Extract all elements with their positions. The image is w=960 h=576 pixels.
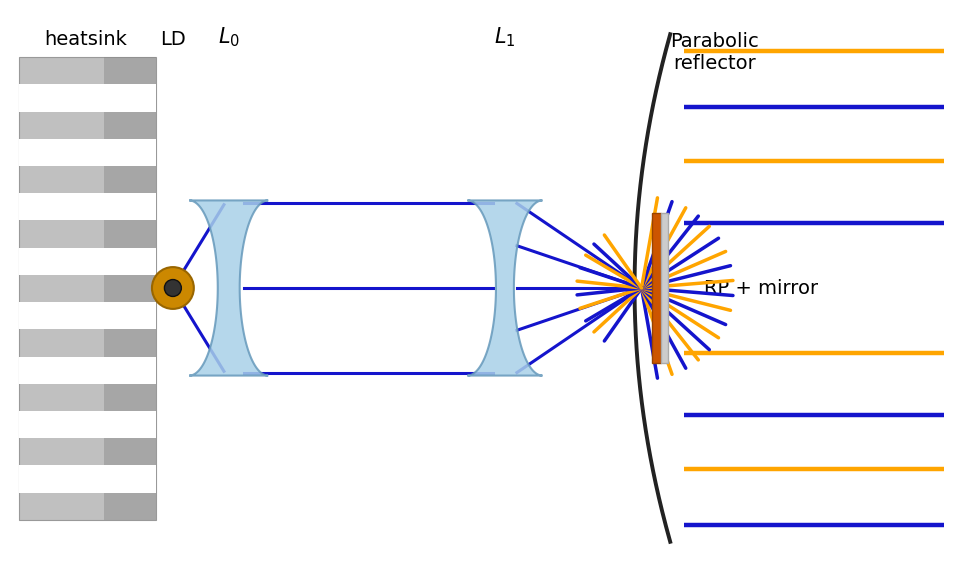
Circle shape	[152, 267, 194, 309]
Bar	[19, 57, 156, 520]
Circle shape	[164, 279, 181, 297]
Bar	[19, 411, 156, 438]
Bar	[652, 213, 661, 363]
Polygon shape	[468, 200, 542, 376]
Text: Parabolic
reflector: Parabolic reflector	[670, 32, 758, 73]
Bar	[19, 302, 156, 329]
Polygon shape	[189, 200, 268, 376]
Bar	[104, 57, 156, 520]
Bar	[661, 213, 668, 363]
Text: $L_1$: $L_1$	[494, 25, 516, 49]
Bar	[19, 193, 156, 221]
Text: heatsink: heatsink	[45, 30, 128, 49]
Bar	[19, 465, 156, 492]
Text: LD: LD	[160, 30, 186, 49]
Bar	[19, 357, 156, 384]
Bar	[19, 84, 156, 112]
Bar	[19, 248, 156, 275]
Bar	[19, 139, 156, 166]
Text: $L_0$: $L_0$	[218, 25, 240, 49]
Text: RP + mirror: RP + mirror	[705, 279, 819, 297]
